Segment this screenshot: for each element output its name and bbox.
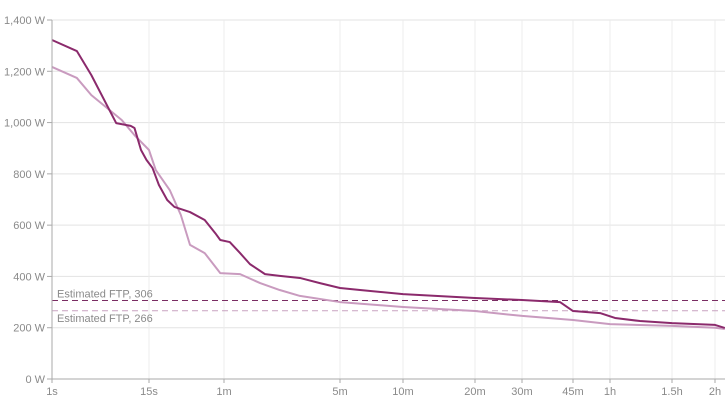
y-tick-label: 0 W — [25, 374, 45, 386]
series-lines — [51, 39, 725, 330]
x-tick-label: 1h — [604, 386, 616, 398]
y-tick-label: 400 W — [13, 271, 45, 283]
x-tick-label: 1s — [46, 386, 58, 398]
x-tick-label: 10m — [392, 386, 413, 398]
x-tick-label: 1.5h — [661, 386, 682, 398]
x-tick-label: 1m — [216, 386, 231, 398]
ftp-lines: Estimated FTP, 306 Estimated FTP, 266 — [52, 289, 725, 325]
x-tick-label: 45m — [562, 386, 583, 398]
y-tick-label: 200 W — [13, 323, 45, 335]
y-tick-label: 800 W — [13, 169, 45, 181]
ftp-label: Estimated FTP, 306 — [57, 289, 153, 301]
y-tick-label: 1,000 W — [4, 118, 46, 130]
y-tick-label: 600 W — [13, 220, 45, 232]
series-line-previous — [51, 66, 725, 330]
series-line-current — [51, 39, 725, 329]
x-tick-label: 5m — [332, 386, 347, 398]
x-tick-label: 20m — [464, 386, 485, 398]
x-tick-label: 30m — [511, 386, 532, 398]
y-tick-label: 1,400 W — [4, 15, 46, 27]
y-tick-label: 1,200 W — [4, 66, 46, 78]
axes: 0 W 200 W 400 W 600 W 800 W 1,000 W 1,200 W 1,4… — [4, 15, 725, 398]
ftp-label: Estimated FTP, 266 — [57, 313, 153, 325]
x-tick-label: 15s — [140, 386, 158, 398]
x-tick-label: 2h — [709, 386, 721, 398]
